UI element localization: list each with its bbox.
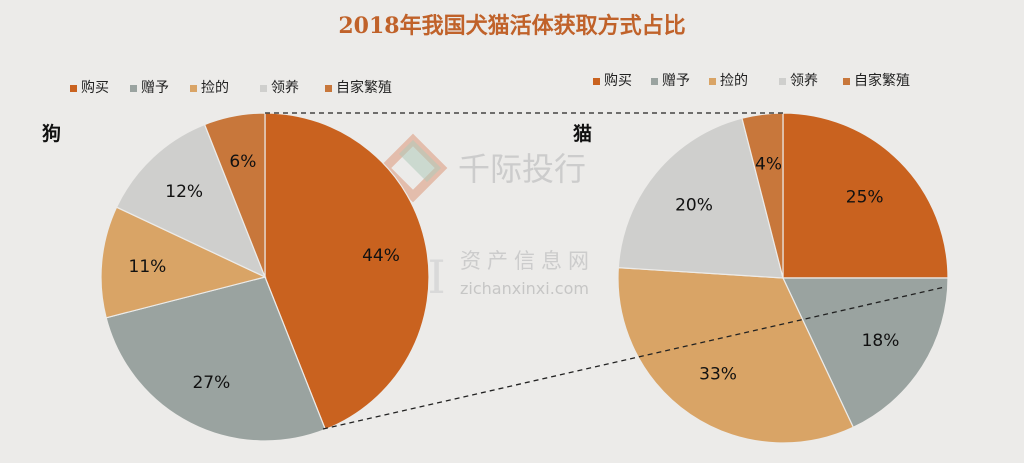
legend-swatch (779, 78, 786, 85)
legend-entry: 购买 (604, 73, 632, 89)
slice-value-label: 12% (165, 182, 203, 202)
legend-entry: 自家繁殖 (854, 72, 910, 89)
pie-slice (264, 112, 430, 431)
pie-chart-2: 猫 购买 赠予 捡的 领养 自家繁殖 25% 18% 33% 20% 4% (573, 72, 949, 444)
legend-entry: 自家繁殖 (336, 79, 392, 96)
legend-swatch (70, 85, 77, 92)
slice-value-label: 33% (699, 365, 737, 385)
pie-chart-1: 狗 购买 赠予 捡的 领养 自家繁殖 44% 27% 11% 12% 6% (42, 79, 430, 442)
connector-line-bottom (322, 286, 946, 430)
slice-value-label: 44% (362, 246, 400, 266)
pie-slice (617, 117, 784, 279)
legend-swatch (593, 78, 600, 85)
pie-slice (617, 267, 855, 444)
legend-entry: 赠予 (662, 73, 690, 89)
slice-value-label: 27% (192, 373, 230, 393)
pie-slice (782, 112, 949, 279)
slice-value-label: 25% (846, 187, 884, 207)
slice-value-label: 18% (862, 331, 900, 351)
legend-swatch (130, 85, 137, 92)
pie-slice (203, 112, 266, 278)
legend-entry: 购买 (81, 80, 109, 96)
legend-swatch (651, 78, 658, 85)
watermark-brand: 千际投行 (458, 150, 586, 188)
pie-label: 猫 (573, 122, 592, 145)
pie-slice (105, 276, 327, 442)
watermark-url: zichanxinxi.com (460, 279, 589, 298)
watermark-subtitle: 资产信息网 (460, 249, 595, 273)
legend-entry: 领养 (790, 73, 818, 89)
pie-slice (115, 123, 267, 279)
watermark-logo-icon (378, 133, 448, 203)
pies-layer: 狗 购买 赠予 捡的 领养 自家繁殖 44% 27% 11% 12% 6% 猫 购买 赠予 捡的 领养 自家繁殖… (42, 72, 949, 444)
legend-entry: 捡的 (720, 72, 748, 89)
pie-label: 狗 (42, 122, 61, 145)
slice-value-label: 4% (755, 154, 782, 174)
pie-slice (100, 206, 267, 319)
chart-title: 2018年我国犬猫活体获取方式占比 (338, 13, 685, 39)
legend-swatch (190, 85, 197, 92)
legend-entry: 领养 (271, 80, 299, 96)
pie-slice (782, 277, 949, 429)
slice-value-label: 11% (129, 257, 167, 277)
slice-value-label: 20% (675, 195, 713, 215)
legend-swatch (325, 85, 332, 92)
legend-swatch (709, 78, 716, 85)
legend-swatch (843, 78, 850, 85)
legend-swatch (260, 85, 267, 92)
slice-value-label: 6% (229, 152, 256, 172)
legend-entry: 捡的 (201, 79, 229, 96)
legend-entry: 赠予 (141, 80, 169, 96)
